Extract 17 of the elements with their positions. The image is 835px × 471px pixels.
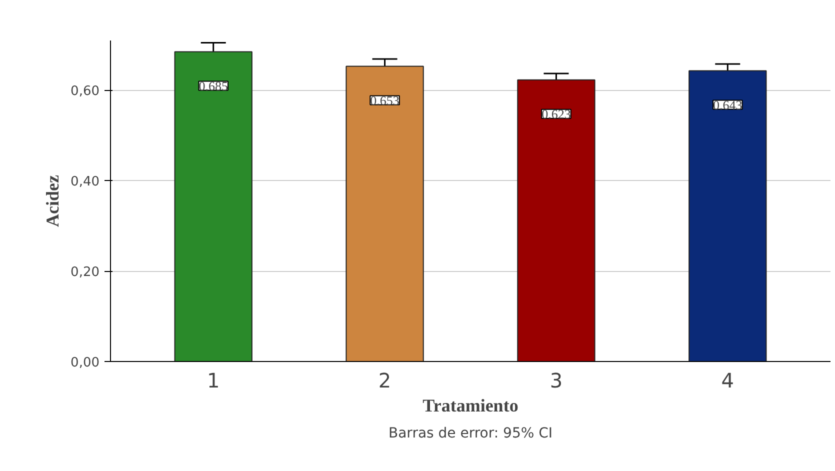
x-tick-label: 1 (206, 368, 220, 392)
data-label: 0.623 (542, 106, 571, 122)
bar (346, 66, 424, 362)
y-tick-label: 0,60 (70, 84, 100, 100)
x-axis-title: Tratamiento (422, 396, 518, 416)
y-tick-label: 0,40 (70, 174, 100, 190)
x-tick-label: 2 (378, 368, 392, 392)
bar (517, 79, 596, 362)
data-label: 0.653 (370, 92, 400, 108)
text: Barras de error: 95% CI (388, 426, 553, 442)
bar (174, 51, 252, 362)
y-tick-label: 0,20 (70, 265, 100, 280)
bar (688, 70, 767, 362)
x-tick-label: 3 (550, 368, 563, 392)
y-tick-label: 0,00 (70, 356, 100, 370)
x-tick-label: 4 (721, 368, 734, 392)
y-axis-title: Acidez (42, 175, 63, 227)
